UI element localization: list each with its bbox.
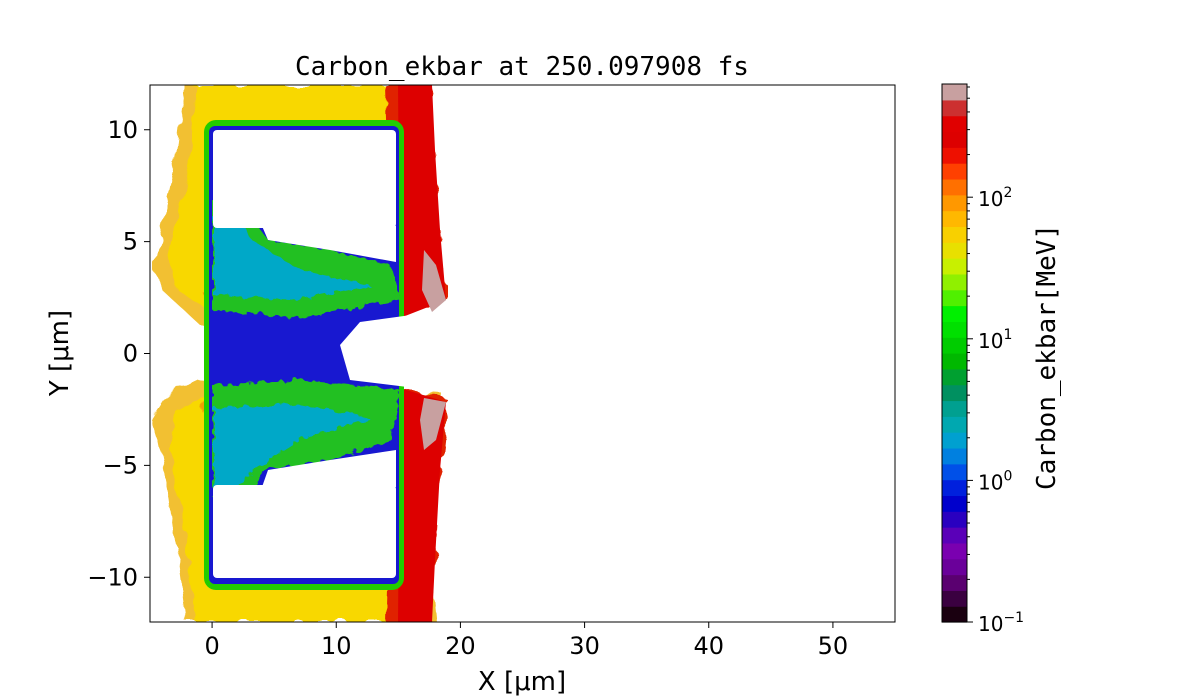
colorbar-band	[942, 194, 967, 212]
y-tick-label: −10	[87, 563, 138, 591]
x-tick-label: 0	[204, 632, 219, 660]
field-void-upper	[213, 130, 396, 228]
field-void-lower-side	[262, 450, 396, 487]
field-peak-energy	[420, 250, 446, 450]
plot-area	[149, 84, 896, 623]
colorbar-tick-label: 101	[978, 327, 1012, 353]
colorbar-band	[942, 447, 967, 465]
chart-title: Carbon_ekbar at 250.097908 fs	[295, 52, 749, 82]
colorbar-band	[942, 384, 967, 402]
y-axis: −10 −5 0 5 10	[87, 116, 150, 591]
colorbar-band	[942, 178, 967, 196]
y-axis-label: Y [μm]	[45, 310, 75, 397]
colorbar-band	[942, 163, 967, 180]
field-void-lower	[213, 485, 396, 578]
x-tick-label: 10	[321, 632, 352, 660]
colorbar-tick-label: 102	[978, 185, 1012, 211]
colorbar-band	[942, 258, 967, 275]
colorbar-band	[942, 84, 967, 101]
colorbar-band	[942, 242, 967, 259]
colorbar-band	[942, 368, 967, 386]
field-upper-jet-cyan	[214, 212, 370, 300]
colorbar-label: Carbon_ekbar[MeV]	[1032, 224, 1062, 490]
colorbar-band	[942, 432, 967, 449]
colorbar-band	[942, 115, 967, 133]
colorbar-band	[942, 590, 967, 607]
colorbar-band	[942, 416, 967, 433]
colorbar-bands	[942, 84, 967, 623]
colorbar-band	[942, 131, 967, 148]
colorbar-band	[942, 606, 967, 623]
field-void-upper-side	[262, 226, 396, 262]
x-axis-label: X [μm]	[478, 667, 566, 697]
colorbar-band	[942, 337, 967, 354]
colorbar-band	[942, 321, 967, 338]
field-map	[152, 85, 895, 622]
colorbar-ticks: 10−1 100 101 102	[967, 86, 1024, 636]
colorbar-band	[942, 147, 967, 164]
colorbar-band	[942, 479, 967, 497]
y-tick-label: 10	[107, 116, 138, 144]
field-wake-channel	[340, 310, 895, 392]
colorbar-band	[942, 542, 967, 560]
colorbar-band	[942, 353, 967, 370]
x-axis: 0 10 20 30 40 50	[204, 622, 848, 660]
x-tick-label: 30	[569, 632, 600, 660]
colorbar-band	[942, 495, 967, 512]
colorbar-band	[942, 226, 967, 243]
colorbar-band	[942, 527, 967, 544]
field-lower-jet-cyan	[214, 404, 370, 492]
colorbar-band	[942, 289, 967, 307]
colorbar-band	[942, 273, 967, 291]
colorbar-band	[942, 400, 967, 417]
y-tick-label: 0	[123, 340, 138, 368]
field-hottest-front	[398, 85, 446, 622]
y-tick-label: −5	[103, 451, 138, 479]
colorbar-band	[942, 210, 967, 228]
colorbar-band	[942, 558, 967, 576]
colorbar-band	[942, 574, 967, 591]
colorbar: 10−1 100 101 102 Carbon_ekbar[MeV]	[941, 83, 1062, 636]
colorbar-band	[942, 463, 967, 481]
colorbar-band	[942, 511, 967, 528]
colorbar-tick-label: 10−1	[978, 610, 1024, 636]
colorbar-band	[942, 305, 967, 322]
y-tick-label: 5	[123, 228, 138, 256]
x-tick-label: 20	[445, 632, 476, 660]
x-tick-label: 40	[693, 632, 724, 660]
colorbar-band	[942, 99, 967, 117]
colorbar-tick-label: 100	[978, 468, 1012, 494]
x-tick-label: 50	[818, 632, 849, 660]
